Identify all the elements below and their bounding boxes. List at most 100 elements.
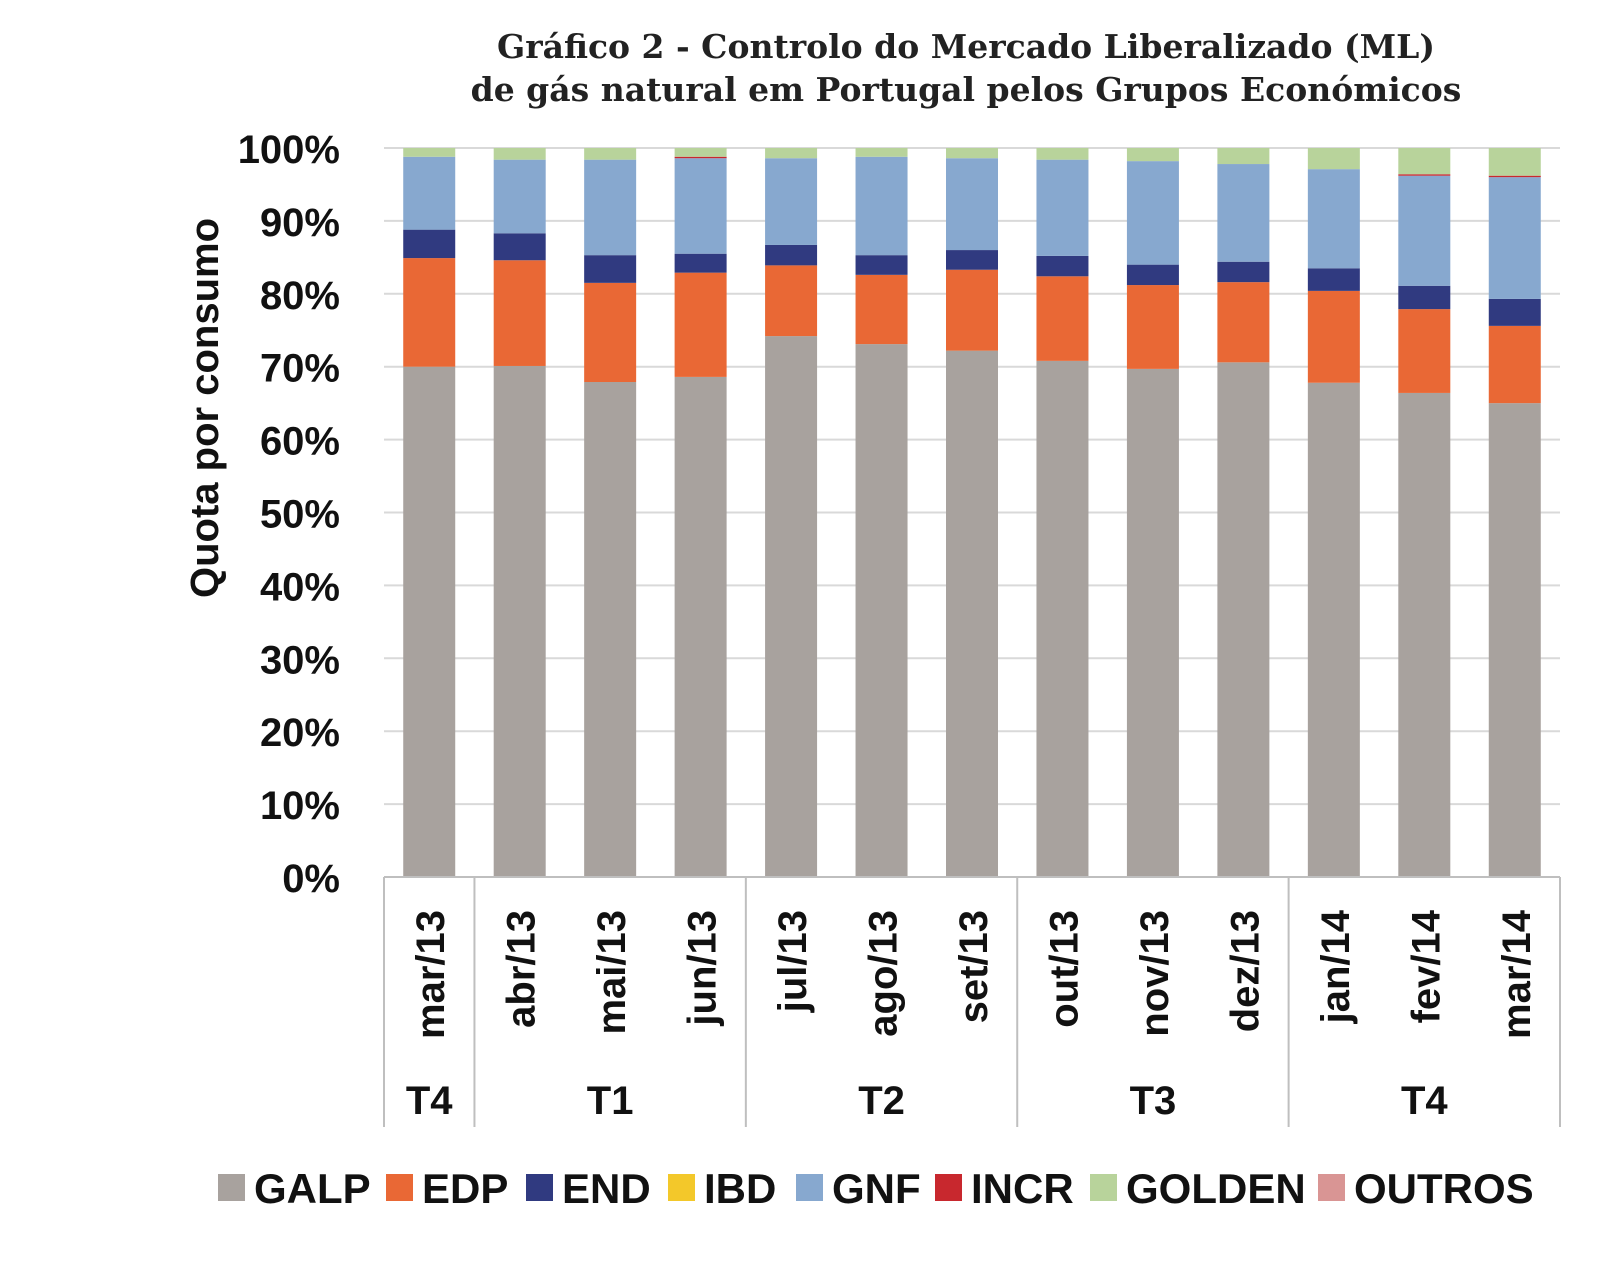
y-tick-label: 40%	[260, 565, 340, 609]
bar-segment-gnf	[1398, 175, 1451, 286]
bar-segment-gnf	[1217, 164, 1270, 262]
x-tick-label: nov/13	[1133, 910, 1177, 1037]
quarter-label: T4	[1401, 1079, 1448, 1123]
bar-segment-galp	[1036, 360, 1089, 877]
bar-segment-gnf	[1307, 169, 1360, 269]
legend-label-golden: GOLDEN	[1126, 1165, 1306, 1212]
bar-segment-galp	[584, 382, 637, 877]
bar-segment-edp	[403, 258, 456, 367]
bar-segment-golden	[493, 148, 546, 160]
bar-segment-edp	[1398, 309, 1451, 393]
x-tick-label: ago/13	[862, 910, 906, 1037]
bar-segment-golden	[1126, 148, 1179, 162]
x-tick-label: fev/14	[1404, 909, 1448, 1023]
legend-label-incr: INCR	[971, 1165, 1074, 1212]
quarter-label: T4	[406, 1079, 453, 1123]
bar-segment-end	[765, 244, 818, 266]
y-tick-label: 10%	[260, 784, 340, 828]
legend-label-ibd: IBD	[704, 1165, 776, 1212]
bar-segment-golden	[1217, 148, 1270, 165]
bar-segment-galp	[1398, 392, 1451, 877]
bar-segment-edp	[1307, 290, 1360, 383]
legend-label-gnf: GNF	[832, 1165, 921, 1212]
x-tick-label: out/13	[1042, 910, 1086, 1028]
y-tick-label: 20%	[260, 711, 340, 755]
x-tick-label: mar/14	[1495, 909, 1539, 1039]
bar-segment-gnf	[674, 158, 727, 254]
quarter-label: T3	[1130, 1079, 1177, 1123]
y-tick-label: 90%	[260, 201, 340, 245]
x-tick-label: jan/14	[1314, 909, 1358, 1024]
legend-label-edp: EDP	[422, 1165, 508, 1212]
bar-segment-gnf	[1488, 177, 1541, 299]
bar-segment-edp	[493, 260, 546, 366]
legend-label-end: END	[562, 1165, 651, 1212]
bar-segment-edp	[855, 274, 908, 345]
chart-title-line-2: de gás natural em Portugal pelos Grupos …	[471, 70, 1462, 109]
bar-segment-edp	[674, 272, 727, 377]
bar-segment-gnf	[946, 158, 998, 251]
bar-segment-golden	[1036, 148, 1089, 160]
x-tick-label: jun/13	[681, 910, 725, 1027]
bar-segment-galp	[1217, 362, 1270, 877]
y-tick-label: 70%	[260, 347, 340, 391]
legend-swatch-incr	[935, 1174, 962, 1201]
bar-segment-galp	[403, 366, 456, 877]
chart-title-line-1: Gráfico 2 - Controlo do Mercado Liberali…	[497, 27, 1435, 66]
bar-segment-edp	[1036, 276, 1089, 361]
bar-segment-golden	[855, 148, 908, 157]
bar-segment-gnf	[1126, 161, 1179, 265]
x-tick-label: mai/13	[590, 910, 634, 1035]
bar-segment-golden	[674, 148, 727, 157]
y-tick-label: 100%	[238, 128, 340, 172]
y-tick-label: 30%	[260, 638, 340, 682]
bar-segment-edp	[1217, 282, 1270, 363]
bar-segment-galp	[765, 336, 818, 877]
bar-segment-golden	[1307, 148, 1360, 170]
bar-segment-end	[1217, 261, 1270, 283]
bar-segment-edp	[1488, 325, 1541, 404]
bar-segment-edp	[946, 269, 998, 351]
y-tick-label: 80%	[260, 274, 340, 318]
legend-label-galp: GALP	[254, 1165, 371, 1212]
bar-segment-golden	[1398, 148, 1451, 175]
bar-segment-galp	[674, 376, 727, 877]
x-tick-label: set/13	[952, 910, 996, 1023]
legend-label-outros: OUTROS	[1354, 1165, 1534, 1212]
bar-segment-galp	[946, 350, 998, 877]
legend-swatch-edp	[386, 1174, 413, 1201]
bar-segment-gnf	[765, 158, 818, 245]
bar-segment-incr	[1398, 174, 1451, 176]
x-tick-label: dez/13	[1223, 910, 1267, 1032]
y-axis-label: Quota por consumo	[183, 218, 227, 598]
bar-segment-galp	[1307, 382, 1360, 877]
bar-segment-end	[946, 250, 998, 270]
bar-segment-end	[1307, 268, 1360, 291]
bar-segment-galp	[855, 344, 908, 877]
bar-segment-gnf	[855, 156, 908, 256]
bar-segment-end	[1398, 285, 1451, 310]
bar-segment-golden	[1488, 148, 1541, 176]
bar-segment-golden	[765, 148, 818, 159]
legend-swatch-galp	[218, 1174, 245, 1201]
bar-segment-gnf	[403, 156, 456, 230]
bar-segment-galp	[1126, 368, 1179, 877]
y-tick-label: 0%	[282, 857, 340, 901]
bar-segment-end	[493, 233, 546, 261]
x-tick-label: abr/13	[500, 910, 544, 1028]
bar-segment-gnf	[1036, 159, 1089, 256]
legend-swatch-outros	[1318, 1174, 1345, 1201]
legend-swatch-ibd	[668, 1174, 695, 1201]
bar-segment-galp	[493, 365, 546, 877]
bar-segment-gnf	[493, 159, 546, 234]
bar-segment-incr	[1488, 175, 1541, 178]
bar-segment-edp	[1126, 285, 1179, 369]
bar-segment-end	[403, 229, 456, 259]
bar-segment-end	[1488, 298, 1541, 326]
y-tick-label: 60%	[260, 420, 340, 464]
quarter-label: T1	[587, 1079, 634, 1123]
bar-segment-end	[674, 253, 727, 273]
bar-segment-gnf	[584, 159, 637, 256]
bar-segment-galp	[1488, 403, 1541, 877]
